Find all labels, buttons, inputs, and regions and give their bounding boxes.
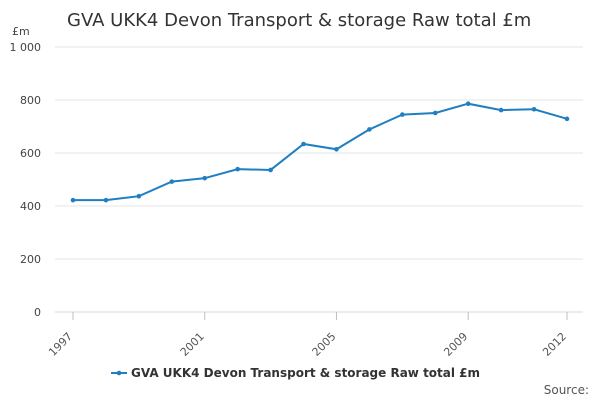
y-tick-label: 600	[20, 147, 41, 160]
y-tick-label: 0	[34, 306, 41, 319]
data-point	[202, 175, 208, 181]
x-tick-label: 1997	[46, 330, 75, 359]
x-tick-label: 2005	[310, 330, 339, 359]
data-point	[103, 197, 109, 203]
legend[interactable]: GVA UKK4 Devon Transport & storage Raw t…	[111, 366, 480, 380]
chart-title: GVA UKK4 Devon Transport & storage Raw t…	[67, 10, 531, 31]
data-point	[235, 166, 240, 172]
series-layer	[70, 101, 570, 203]
legend-point-marker	[116, 370, 122, 376]
data-point	[301, 141, 306, 147]
x-tick-label: 2012	[540, 330, 569, 359]
legend-label: GVA UKK4 Devon Transport & storage Raw t…	[131, 366, 480, 380]
data-point	[334, 146, 339, 152]
y-axis-ticks: 0 200 400 600 800 1 000	[10, 41, 42, 319]
data-point	[465, 101, 471, 107]
y-tick-label: 400	[20, 200, 41, 213]
x-tick-label: 2001	[178, 330, 207, 359]
data-point	[432, 110, 438, 116]
gridlines	[55, 46, 583, 313]
data-point	[367, 127, 372, 132]
y-axis-label: £m	[12, 25, 30, 38]
x-tick-label: 2009	[441, 330, 470, 359]
data-point	[498, 107, 504, 113]
data-point	[169, 179, 175, 184]
x-axis-ticks: 1997 2001 2005 2009 2012	[46, 312, 569, 359]
data-point	[136, 193, 142, 199]
y-tick-label: 200	[20, 253, 41, 266]
y-tick-label: 800	[20, 94, 41, 107]
source-label: Source:	[544, 383, 589, 397]
y-tick-label: 1 000	[10, 41, 42, 54]
data-point	[400, 112, 405, 117]
data-point	[531, 106, 537, 112]
data-point	[70, 197, 76, 203]
series-line	[73, 102, 568, 202]
data-point	[268, 167, 273, 173]
data-point	[564, 116, 570, 122]
